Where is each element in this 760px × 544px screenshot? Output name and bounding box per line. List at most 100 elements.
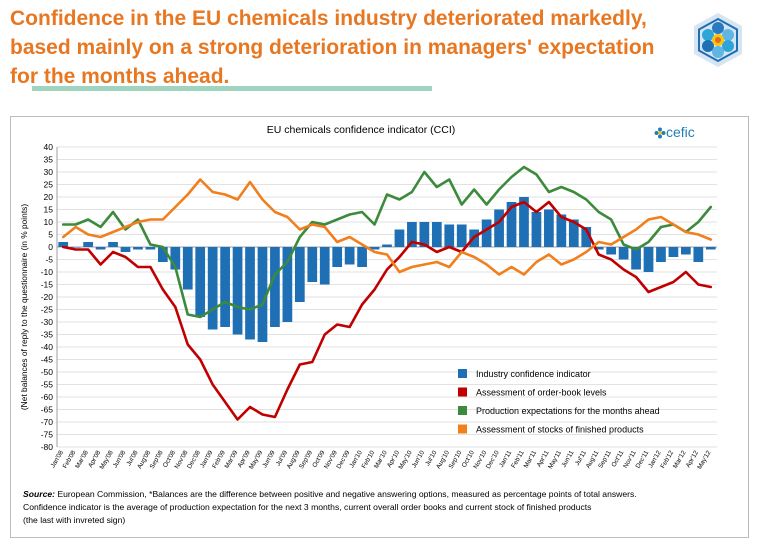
bar-Aug'11: [593, 247, 604, 250]
y-tick-label: 0: [48, 242, 53, 252]
bar-Oct'11: [618, 247, 629, 260]
cefic-logo-text: cefic: [666, 124, 695, 140]
bar-Jan'10: [357, 247, 367, 267]
legend-swatch-2: [458, 406, 467, 415]
bar-Dec'08: [195, 247, 206, 317]
legend-label-1: Assessment of order-book levels: [476, 388, 607, 398]
headline-line-3: for the months ahead.: [10, 65, 230, 88]
bar-Dec'09: [344, 247, 355, 265]
bar-Sep'08: [157, 247, 168, 262]
bar-Jul'08: [133, 247, 143, 250]
source-note: Source: European Commission, *Balances a…: [23, 488, 738, 527]
bar-Apr'10: [394, 229, 405, 247]
bar-Mar'09: [232, 247, 243, 335]
bar-Jan'08: [58, 242, 69, 247]
y-tick-label: -80: [41, 442, 54, 452]
source-label: Source:: [23, 489, 55, 499]
bar-Nov'08: [182, 247, 193, 290]
x-tick-label: Sep'11: [597, 449, 613, 470]
y-tick-label: -20: [41, 292, 54, 302]
source-line-3: (the last with invreted sign): [23, 515, 126, 525]
bar-Mar'11: [531, 212, 542, 247]
bar-Nov'10: [481, 219, 492, 247]
y-tick-label: -65: [41, 405, 54, 415]
y-tick-label: -35: [41, 330, 54, 340]
y-tick-label: -5: [45, 255, 53, 265]
y-tick-label: 15: [44, 205, 54, 215]
y-tick-label: -40: [41, 342, 54, 352]
bar-Jun'08: [120, 247, 131, 252]
bar-Feb'12: [668, 247, 679, 257]
bar-Jun'11: [568, 219, 579, 247]
bar-Apr'12: [693, 247, 704, 262]
y-tick-label: -60: [41, 392, 54, 402]
bar-Oct'08: [170, 247, 181, 270]
bar-Aug'10: [444, 224, 455, 247]
hexagon-logo-icon: [694, 13, 742, 67]
bar-May'11: [556, 214, 567, 247]
source-line-1: European Commission, *Balances are the d…: [55, 489, 637, 499]
bar-Sep'09: [307, 247, 318, 282]
bar-Jun'09: [270, 247, 280, 327]
bar-Sep'10: [456, 224, 467, 247]
bar-Feb'08: [70, 247, 81, 248]
legend-label-2: Production expectations for the months a…: [476, 406, 660, 416]
y-tick-label: -55: [41, 380, 54, 390]
y-tick-label: 40: [44, 142, 54, 152]
series-lines: [61, 165, 713, 421]
y-tick-label: 5: [48, 230, 53, 240]
bar-May'10: [407, 222, 417, 247]
y-tick-label: 25: [44, 180, 54, 190]
x-tick-label: Jun'09: [261, 449, 277, 469]
y-axis-label: (Net balances of reply to the questionna…: [19, 204, 29, 410]
x-tick-label: Jun'08: [112, 449, 128, 469]
chart-panel: EU chemicals confidence indicator (CCI) …: [10, 116, 749, 538]
bar-Oct'09: [319, 247, 330, 285]
bar-Jun'10: [419, 222, 430, 247]
series-line-3: [61, 178, 713, 276]
y-tick-label: -15: [41, 280, 54, 290]
x-axis-ticks: Jan'08Feb'08Mar'08Apr'08May'08Jun'08Jul'…: [50, 449, 713, 471]
x-tick-label: Dec'10: [485, 449, 501, 470]
bar-Jul'10: [431, 222, 442, 247]
y-tick-label: 20: [44, 192, 54, 202]
bar-Jan'11: [506, 202, 517, 247]
x-tick-label: Jun'11: [560, 449, 575, 469]
x-tick-label: Sep'08: [149, 449, 165, 470]
bar-Apr'09: [245, 247, 255, 340]
bar-Jul'09: [282, 247, 293, 322]
source-line-2: Confidence indicator is the average of p…: [23, 502, 592, 512]
gridlines: [56, 146, 717, 448]
y-tick-label: -25: [41, 305, 54, 315]
legend-label-3: Assessment of stocks of finished product…: [476, 425, 644, 435]
bar-Aug'08: [145, 247, 156, 250]
x-tick-label: May'11: [547, 449, 563, 470]
bar-Mar'10: [382, 244, 392, 247]
bar-Jan'12: [656, 247, 666, 262]
x-tick-label: Jun'10: [411, 449, 427, 469]
cefic-logo-icon: [654, 127, 666, 139]
series-line-2: [61, 165, 713, 319]
cci-chart: EU chemicals confidence indicator (CCI) …: [19, 124, 717, 471]
bar-Nov'11: [631, 247, 641, 270]
legend-swatch-3: [458, 424, 467, 434]
bar-Dec'11: [643, 247, 654, 272]
bar-Feb'11: [519, 197, 529, 247]
bar-Dec'10: [494, 209, 504, 247]
x-tick-label: Sep'10: [448, 449, 464, 470]
y-tick-label: -30: [41, 317, 54, 327]
bar-Nov'09: [332, 247, 343, 267]
bar-Sep'11: [606, 247, 617, 255]
x-tick-label: Mar'11: [523, 449, 539, 469]
y-tick-label: -45: [41, 355, 54, 365]
headline-underline: [32, 86, 432, 91]
bar-Apr'11: [544, 209, 554, 247]
bar-Apr'08: [95, 247, 106, 250]
bar-Feb'09: [220, 247, 230, 327]
legend-label-0: Industry confidence indicator: [476, 369, 591, 379]
headline: Confidence in the EU chemicals industry …: [10, 4, 700, 91]
y-tick-label: -10: [41, 267, 54, 277]
bar-Feb'10: [369, 247, 380, 250]
confidence-bars: [58, 197, 716, 342]
bar-May'12: [705, 247, 716, 250]
